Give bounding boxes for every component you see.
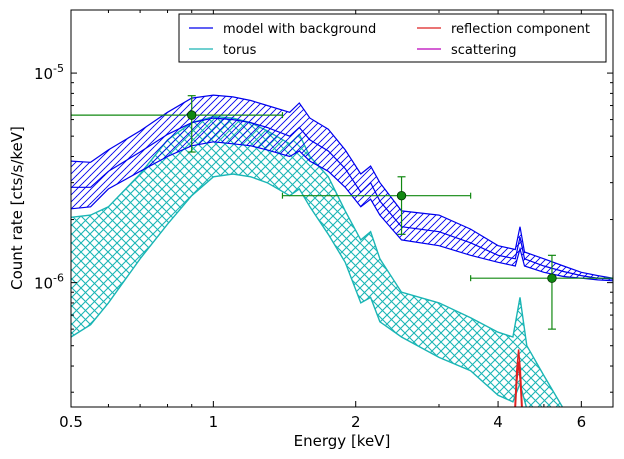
model-center-line bbox=[71, 117, 613, 280]
data-point-marker bbox=[547, 273, 557, 283]
y-tick-label: 10-6 bbox=[34, 272, 64, 293]
legend-entry: torus bbox=[189, 43, 257, 58]
torus-band-fill bbox=[71, 116, 563, 407]
plot-area bbox=[71, 94, 613, 407]
legend-box bbox=[178, 13, 607, 63]
legend-entry: scattering bbox=[417, 43, 517, 58]
axes: 0.5 1 2 4 6 10-6 10-5 bbox=[34, 9, 614, 431]
reflection-upper-line bbox=[514, 349, 523, 407]
data-point-marker bbox=[396, 190, 407, 201]
x-tick-label: 6 bbox=[577, 413, 587, 431]
legend-entry: reflection component bbox=[417, 22, 590, 37]
model-lower-line bbox=[71, 141, 613, 282]
x-tick-label: 4 bbox=[493, 413, 503, 431]
legend-label: model with background bbox=[223, 22, 376, 37]
legend-entry: model with background bbox=[189, 22, 376, 37]
data-point-3 bbox=[470, 254, 613, 330]
y-axis-label: Count rate [cts/s/keV] bbox=[8, 126, 26, 290]
data-point-1 bbox=[71, 95, 284, 153]
reflection-lower-line bbox=[514, 361, 523, 407]
legend: model with background reflection componen… bbox=[178, 13, 607, 63]
data-point-marker bbox=[187, 110, 197, 120]
model-band-fill bbox=[71, 95, 613, 281]
x-tick-label: 0.5 bbox=[59, 413, 83, 431]
data-point-2 bbox=[281, 176, 472, 235]
legend-label: torus bbox=[223, 43, 257, 58]
torus-lower-line bbox=[71, 173, 528, 407]
x-axis-label: Energy [keV] bbox=[294, 432, 391, 450]
plot-frame bbox=[70, 9, 614, 408]
legend-label: scattering bbox=[451, 43, 517, 58]
y-tick-label: 10-5 bbox=[34, 62, 64, 83]
x-tick-label: 1 bbox=[209, 413, 219, 431]
model-upper-line bbox=[71, 94, 613, 279]
x-tick-label: 2 bbox=[351, 413, 361, 431]
legend-label: reflection component bbox=[451, 22, 590, 37]
